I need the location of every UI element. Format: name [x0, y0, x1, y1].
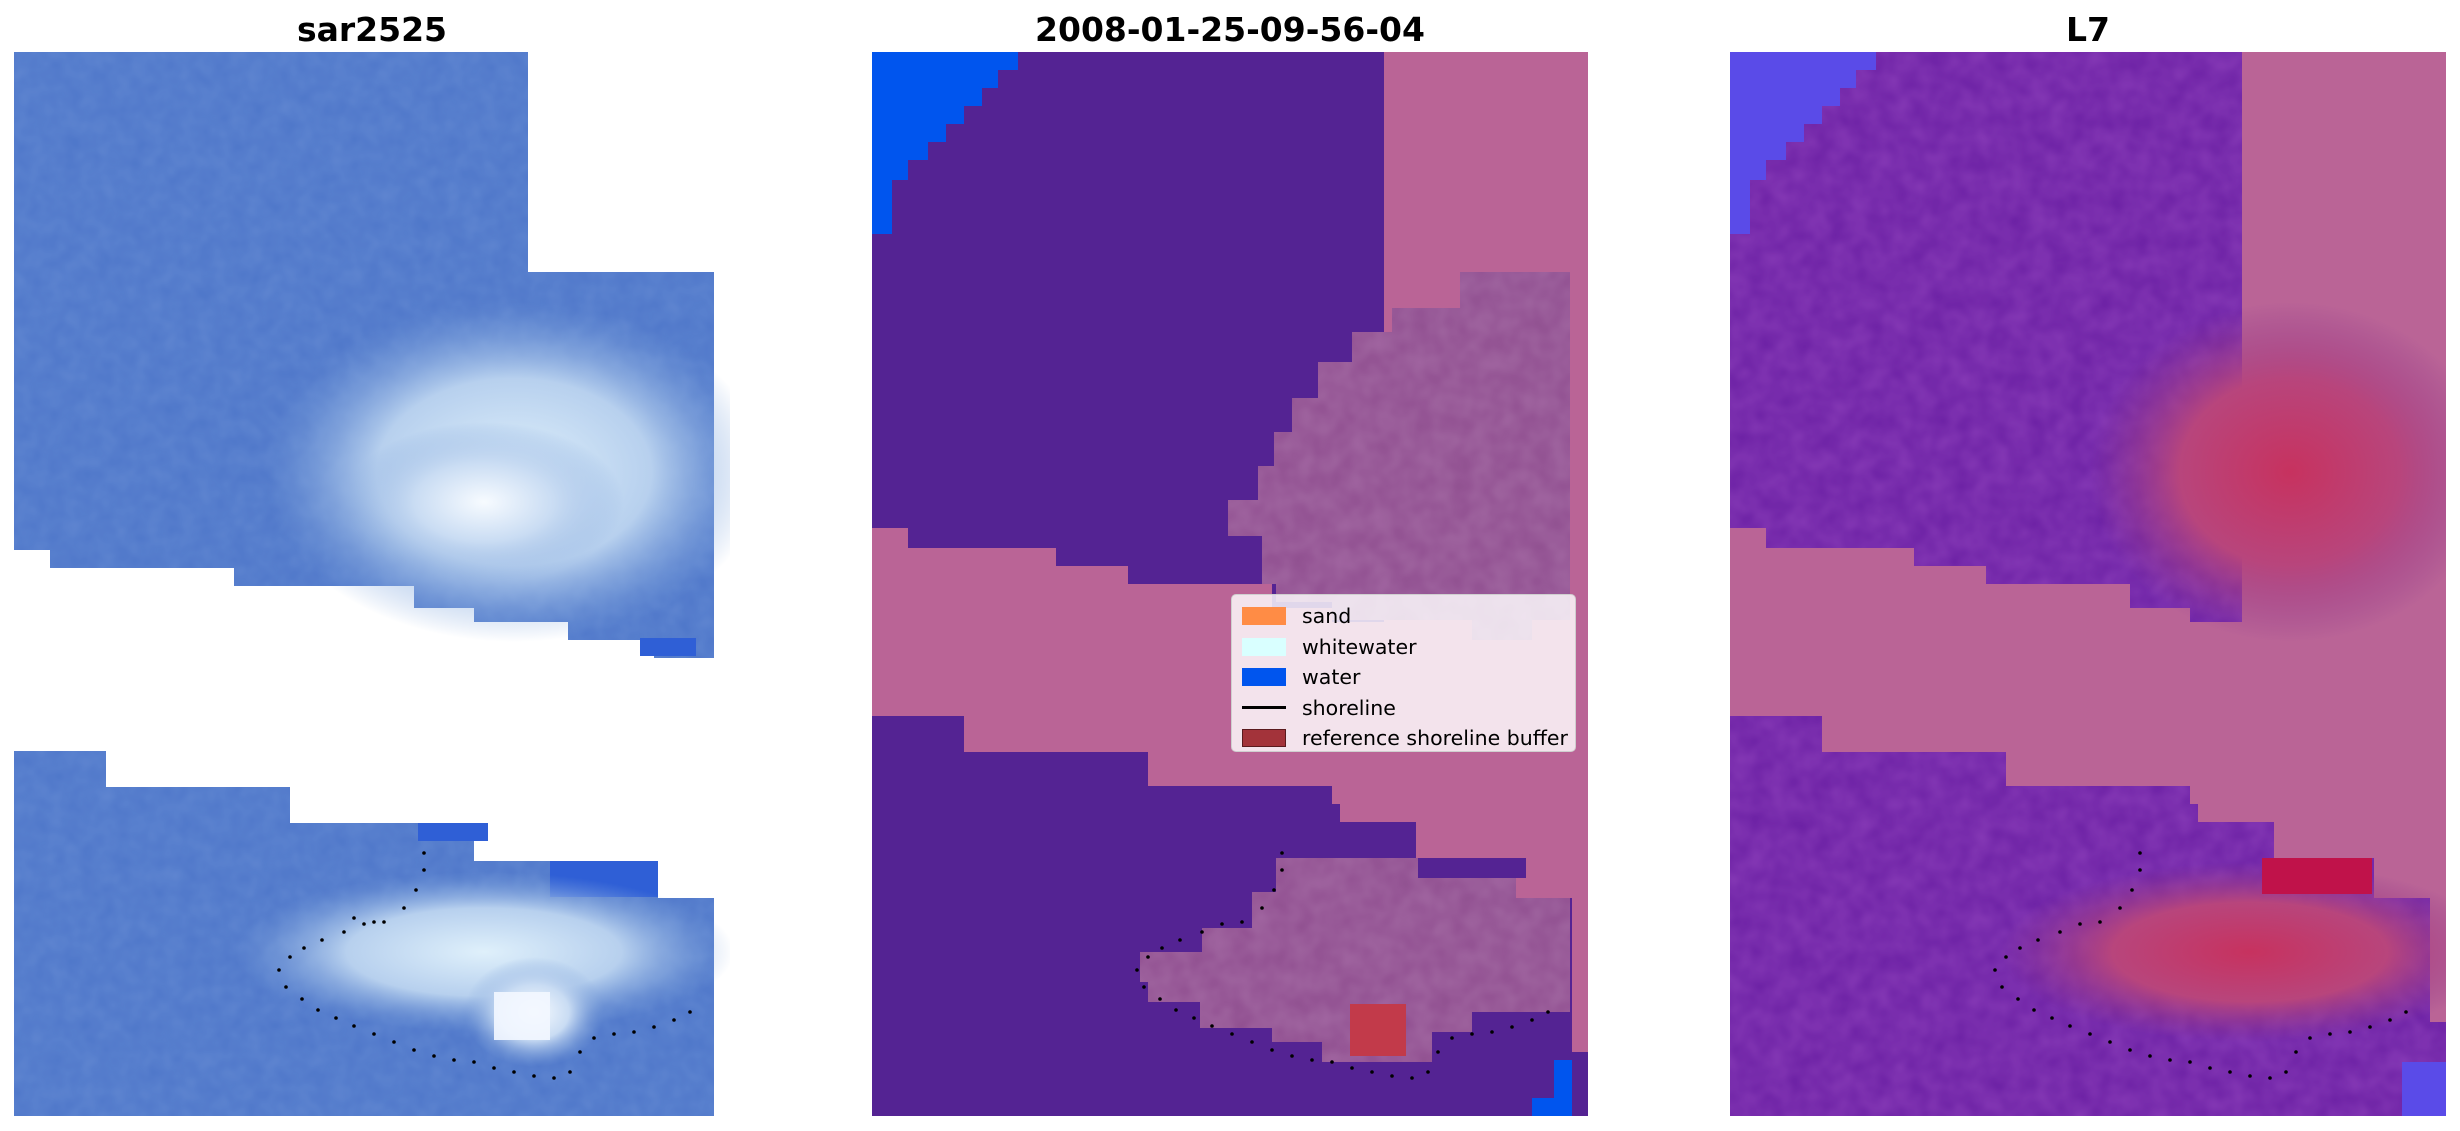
sand-swatch — [1242, 607, 1286, 626]
panel-title-classification: 2008-01-25-09-56-04 — [1035, 10, 1425, 49]
buffer-band — [872, 52, 1588, 1052]
panel-title-index: L7 — [2066, 10, 2110, 49]
rgb-upper-region — [14, 52, 730, 658]
legend-item-sand: sand — [1242, 601, 1565, 632]
index-peak-patch — [2262, 858, 2372, 894]
water-swatch — [1242, 668, 1286, 687]
classification-panel — [872, 52, 1588, 1116]
index-high-upper — [2090, 302, 2446, 642]
legend-label-reference-buffer: reference shoreline buffer — [1302, 726, 1568, 751]
legend-label-water: water — [1302, 665, 1361, 690]
classification-shoreline — [1135, 851, 1550, 1080]
index-water-bottom — [2402, 1062, 2446, 1116]
index-shoreline — [1993, 851, 2408, 1080]
index-image — [1730, 52, 2446, 1116]
rgb-shoreline — [277, 851, 692, 1080]
water-area-bottom — [1532, 1060, 1572, 1116]
legend-item-whitewater: whitewater — [1242, 632, 1565, 663]
classification-image — [872, 52, 1588, 1116]
rgb-lower-region — [14, 751, 730, 1116]
rgb-image-panel — [14, 52, 730, 1116]
legend-item-water: water — [1242, 662, 1565, 693]
legend-label-whitewater: whitewater — [1302, 634, 1417, 659]
legend-item-reference-buffer: reference shoreline buffer — [1242, 723, 1568, 754]
whitewater-swatch — [1242, 637, 1286, 656]
index-buffer-band — [1730, 52, 2446, 1022]
index-high-lower — [2000, 862, 2446, 1042]
index-image-panel — [1730, 52, 2446, 1116]
shoreline-line — [1242, 706, 1286, 710]
legend: sand whitewater water shoreline referenc… — [1231, 594, 1576, 752]
reference-buffer-patch — [1350, 1004, 1406, 1056]
rgb-image — [14, 52, 730, 1116]
index-water-top — [1730, 52, 1876, 234]
legend-label-sand: sand — [1302, 604, 1352, 629]
water-area-top — [872, 52, 1018, 234]
legend-item-shoreline: shoreline — [1242, 693, 1565, 724]
reference-buffer-swatch — [1242, 729, 1286, 748]
panel-title-rgb: sar2525 — [296, 10, 448, 49]
legend-label-shoreline: shoreline — [1302, 695, 1396, 720]
